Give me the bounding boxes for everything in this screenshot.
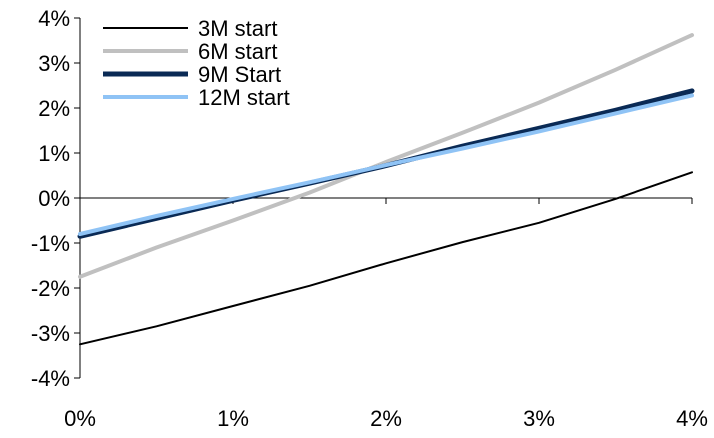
x-axis-tick-labels: 0% 1% 2% 3% 4%	[64, 406, 708, 431]
y-tick-label: 2%	[38, 96, 70, 121]
series-line-2	[78, 33, 694, 279]
legend-label-3: 9M Start	[198, 62, 281, 87]
y-tick-label: -1%	[31, 231, 70, 256]
y-axis-ticks	[74, 17, 80, 379]
x-tick-label: 3%	[523, 406, 555, 431]
y-tick-label: -3%	[31, 321, 70, 346]
x-tick-label: 0%	[64, 406, 96, 431]
y-tick-label: 0%	[38, 186, 70, 211]
x-tick-label: 4%	[676, 406, 708, 431]
y-tick-label: -2%	[31, 276, 70, 301]
legend-label-1: 3M start	[198, 16, 277, 41]
y-tick-label: 4%	[38, 6, 70, 31]
y-tick-label: 3%	[38, 51, 70, 76]
legend-label-4: 12M start	[198, 85, 290, 110]
series-line-4	[78, 93, 694, 236]
y-tick-label: -4%	[31, 366, 70, 391]
y-tick-label: 1%	[38, 141, 70, 166]
y-axis-tick-labels: 4% 3% 2% 1% 0% -1% -2% -3% -4%	[31, 6, 70, 391]
legend-label-2: 6M start	[198, 39, 277, 64]
series-line-1	[79, 171, 693, 346]
x-tick-label: 1%	[217, 406, 249, 431]
x-tick-label: 2%	[370, 406, 402, 431]
series-lines	[77, 33, 695, 346]
